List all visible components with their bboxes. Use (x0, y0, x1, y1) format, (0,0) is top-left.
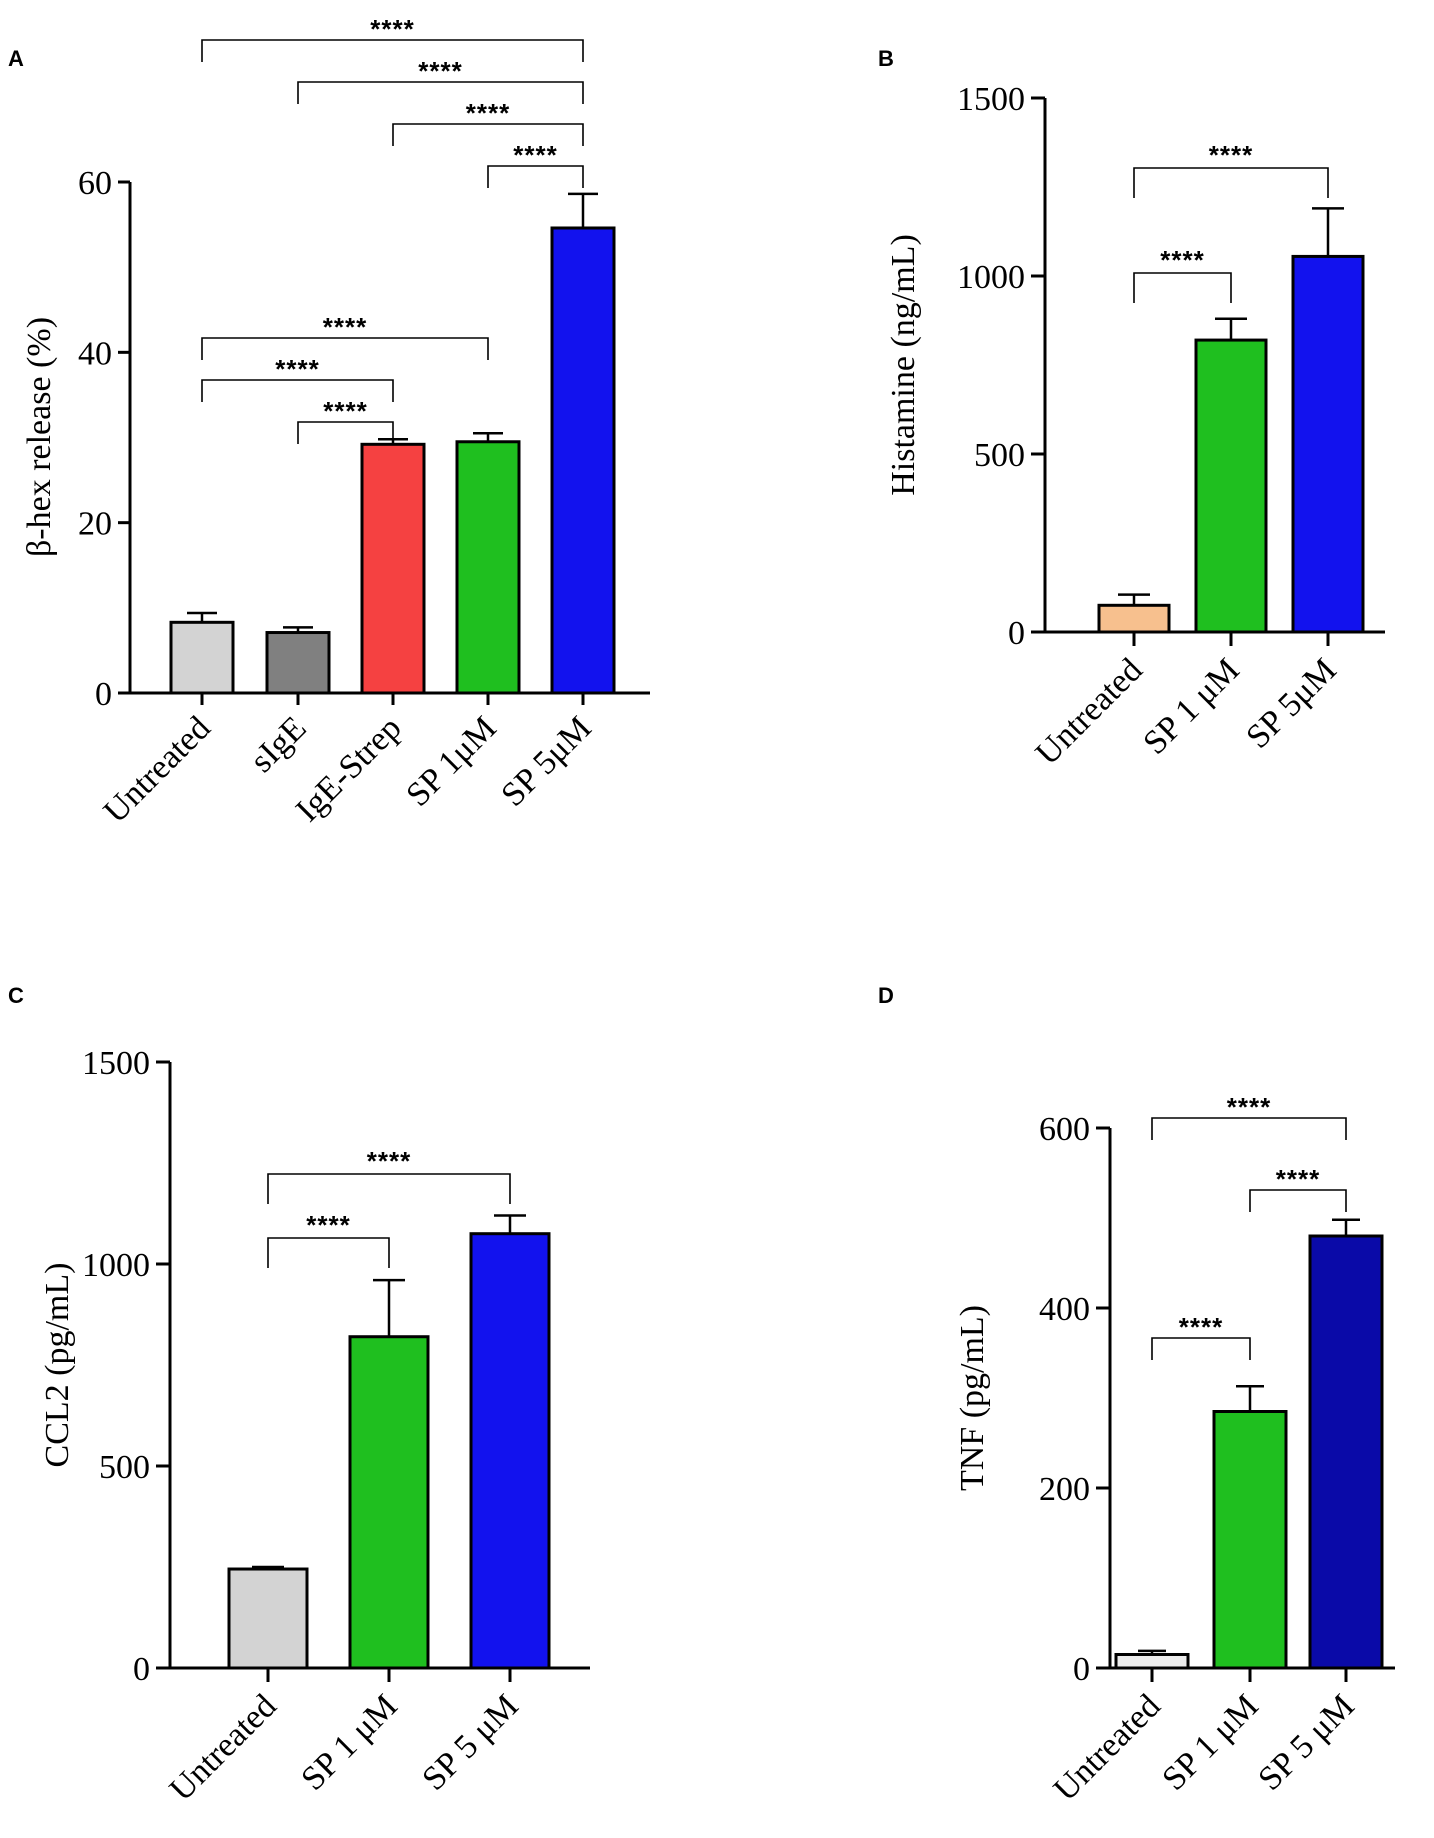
panel-a: A 0 20 40 60 β-hex release (%) Untreated sIgEIg… (8, 14, 650, 830)
category-label: SP 5 μM (415, 1687, 525, 1797)
category-label: SP 1μM (399, 709, 503, 813)
category-label: Untreated (97, 709, 218, 830)
category-label: SP 5μM (494, 709, 598, 813)
category-label: SP 1 μM (294, 1687, 404, 1797)
category-label: SP 5μM (1239, 651, 1343, 755)
y-tick-label: 1000 (957, 259, 1025, 296)
bar-2 (1194, 338, 1268, 634)
bar-1 (1097, 603, 1171, 634)
significance-bracket (1249, 1189, 1347, 1212)
y-tick-label: 0 (1008, 615, 1025, 652)
significance-label: **** (1227, 1092, 1271, 1122)
y-tick-label: 1500 (82, 1045, 150, 1082)
y-tick-label: 1500 (957, 81, 1025, 118)
bar-1 (1114, 1653, 1190, 1670)
significance-bracket (201, 379, 394, 402)
y-tick-label: 1000 (82, 1247, 150, 1284)
significance-bracket (201, 337, 489, 360)
category-label: Untreated (163, 1687, 284, 1808)
y-tick-label: 600 (1039, 1111, 1090, 1148)
significance-label: **** (1209, 140, 1253, 170)
bar-3 (469, 1232, 551, 1670)
category-label: SP 5 μM (1251, 1687, 1361, 1797)
bar-3 (360, 442, 426, 695)
significance-bracket (487, 165, 584, 188)
significance-bracket (1151, 1337, 1251, 1360)
bar-2 (1212, 1410, 1288, 1670)
significance-label: **** (275, 354, 319, 384)
y-tick-label: 0 (133, 1651, 150, 1688)
y-axis-title: β-hex release (%) (21, 317, 58, 557)
significance-label: **** (1160, 245, 1204, 275)
significance-bracket (1151, 1117, 1347, 1140)
significance-label: **** (1276, 1164, 1320, 1194)
significance-bracket (201, 39, 584, 62)
significance-bracket (267, 1237, 390, 1268)
y-tick-label: 60 (78, 165, 112, 202)
significance-label: **** (370, 14, 414, 44)
y-tick-label: 500 (974, 437, 1025, 474)
bar-2 (265, 631, 331, 695)
category-label: SP 1 μM (1155, 1687, 1265, 1797)
significance-label: **** (306, 1210, 350, 1240)
y-axis-title: Histamine (ng/mL) (885, 234, 922, 496)
significance-label: **** (323, 312, 367, 342)
panel-label: B (878, 46, 894, 71)
significance-label: **** (323, 396, 367, 426)
bar-5 (550, 226, 616, 695)
panel-c: C 0 500 1000 1500 CCL2 (pg/mL) Untreated SP 1 μ… (8, 983, 590, 1808)
y-axis-title: CCL2 (pg/mL) (39, 1263, 76, 1468)
significance-label: **** (1179, 1312, 1223, 1342)
y-tick-label: 20 (78, 506, 112, 543)
significance-label: **** (418, 56, 462, 86)
y-tick-label: 0 (1073, 1651, 1090, 1688)
bar-3 (1291, 254, 1365, 634)
significance-bracket (267, 1173, 511, 1204)
bar-1 (227, 1567, 309, 1670)
significance-bracket (1133, 272, 1232, 303)
bar-4 (455, 440, 521, 695)
y-axis-title: TNF (pg/mL) (954, 1305, 991, 1491)
y-tick-label: 0 (95, 676, 112, 713)
category-label: IgE-Strep (289, 709, 409, 829)
y-tick-label: 400 (1039, 1291, 1090, 1328)
significance-label: **** (513, 140, 557, 170)
bar-1 (169, 620, 235, 695)
panel-label: A (8, 46, 24, 71)
y-tick-label: 40 (78, 335, 112, 372)
significance-label: **** (466, 98, 510, 128)
significance-label: **** (367, 1146, 411, 1176)
significance-bracket (1133, 167, 1329, 198)
category-label: sIgE (243, 709, 313, 779)
category-label: Untreated (1047, 1687, 1168, 1808)
panel-label: D (878, 983, 894, 1008)
bar-2 (348, 1335, 430, 1670)
y-tick-label: 500 (99, 1449, 150, 1486)
significance-bracket (297, 421, 394, 444)
significance-bracket (297, 81, 584, 104)
y-tick-label: 200 (1039, 1471, 1090, 1508)
category-label: SP 1 μM (1136, 651, 1246, 761)
category-label: Untreated (1029, 651, 1150, 772)
bar-3 (1308, 1234, 1384, 1670)
significance-bracket (392, 123, 584, 146)
panel-label: C (8, 983, 24, 1008)
